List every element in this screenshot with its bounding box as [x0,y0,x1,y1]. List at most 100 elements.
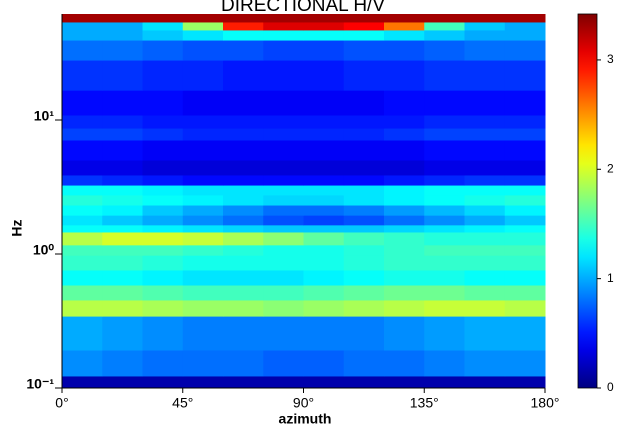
cell [263,40,304,61]
cell [102,231,143,246]
cell [504,205,546,216]
cell [223,255,264,271]
colorbar-tick-label: 1 [607,271,614,285]
cell [424,128,465,141]
cell [343,194,385,206]
cell [263,215,304,226]
cell [464,140,506,161]
cell [343,255,385,271]
cell [504,90,546,116]
cell [504,140,546,161]
cell [303,159,345,176]
cell [303,375,345,389]
cell [343,90,385,116]
cell [182,375,224,389]
cell [384,255,425,271]
cell [263,14,304,23]
cell [142,29,184,41]
cell [384,174,425,186]
cell [303,14,345,23]
cell [343,244,385,256]
cell [223,231,264,246]
x-tick-label: 135° [410,395,439,411]
cell [343,114,385,129]
cell [223,299,264,317]
cell [142,90,184,116]
cell [384,128,425,141]
cell [62,215,103,226]
cell [102,194,143,206]
cell [384,21,425,31]
cell [102,350,143,377]
cell [303,299,345,317]
cell [464,90,506,116]
cell [182,316,224,351]
cell [343,205,385,216]
cell [142,194,184,206]
cell [504,159,546,176]
cell [263,244,304,256]
cell [62,60,103,91]
cell [142,285,184,301]
cell [504,316,546,351]
cell [62,114,103,129]
cell [424,29,465,41]
cell [464,40,506,61]
cell [102,90,143,116]
cell [464,21,506,31]
cell [464,205,506,216]
cell [182,215,224,226]
x-tick-label: 0° [55,395,68,411]
cell [464,375,506,389]
cell [343,174,385,186]
cell [102,185,143,196]
cell [182,255,224,271]
cell [223,185,264,196]
cell [62,244,103,256]
cell [102,215,143,226]
cell [142,244,184,256]
cell [142,21,184,31]
cell [504,60,546,91]
cell [424,316,465,351]
cell [62,29,103,41]
cell [223,244,264,256]
cell [102,205,143,216]
cell [62,316,103,351]
cell [62,185,103,196]
cell [343,140,385,161]
cell [504,114,546,129]
cell [504,14,546,23]
colorbar-tick-label: 3 [607,52,614,66]
cell [223,215,264,226]
cell [504,224,546,233]
cell [504,185,546,196]
cell [384,29,425,41]
cell [182,29,224,41]
cell [182,231,224,246]
cell [303,40,345,61]
cell [102,375,143,389]
cell [424,350,465,377]
cell [343,269,385,286]
cell [504,128,546,141]
cell [384,90,425,116]
cell [303,185,345,196]
cell [62,21,103,31]
cell [223,29,264,41]
cell [62,269,103,286]
cell [343,285,385,301]
cell [303,316,345,351]
cell [263,224,304,233]
cell [142,215,184,226]
cell [384,60,425,91]
cell [384,185,425,196]
cell [303,21,345,31]
cell [62,174,103,186]
cell [182,350,224,377]
cell [142,40,184,61]
cell [384,244,425,256]
cell [263,90,304,116]
cell [464,285,506,301]
cell [424,159,465,176]
